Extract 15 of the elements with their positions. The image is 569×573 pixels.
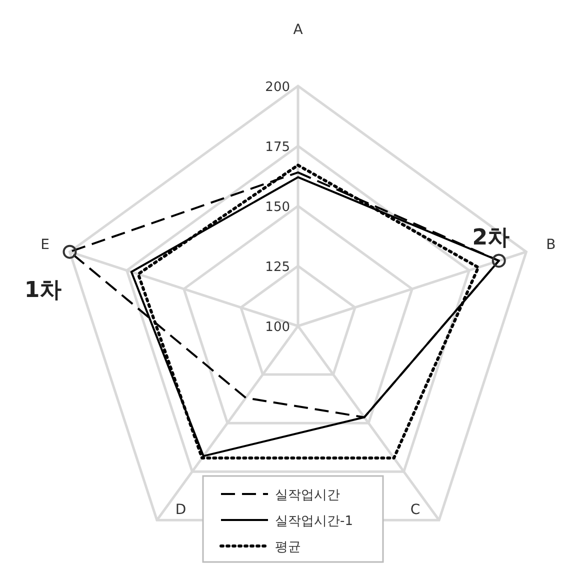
text: 2차 (472, 226, 510, 251)
spoke-label: C (410, 502, 420, 518)
text: 1차 (24, 278, 62, 303)
y-tick-label: 100 (265, 320, 290, 335)
spoke-label: E (40, 236, 50, 253)
legend-label: 실작업시간-1 (275, 514, 353, 529)
legend-label: 실작업시간 (275, 488, 340, 503)
y-tick-label: 175 (265, 140, 290, 155)
legend-label: 평균 (275, 540, 301, 555)
y-tick-label: 200 (265, 80, 290, 95)
spoke-label: D (175, 502, 186, 518)
y-tick-label: 150 (265, 200, 290, 215)
spoke-label: B (546, 236, 556, 253)
spoke-label: A (293, 22, 304, 38)
y-tick-label: 125 (265, 260, 290, 275)
